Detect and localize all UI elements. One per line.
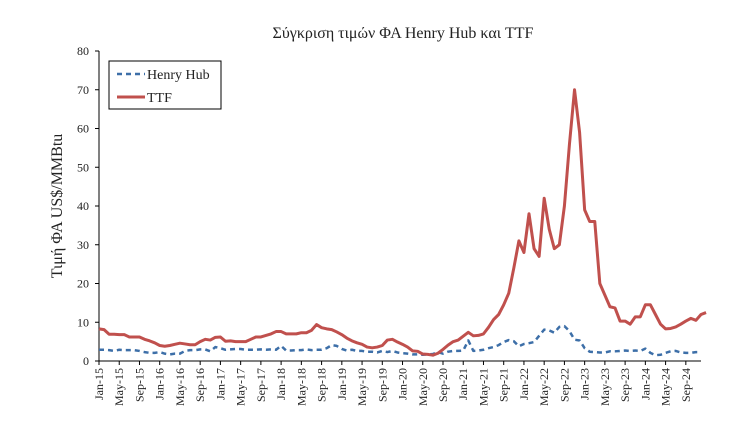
x-tick-label: Sep-15 xyxy=(132,368,146,402)
y-tick-label: 30 xyxy=(77,238,89,252)
series-line-henry-hub xyxy=(99,324,701,357)
x-tick-label: May-24 xyxy=(659,368,673,406)
y-tick-label: 80 xyxy=(77,44,89,58)
legend: Henry Hub TTF xyxy=(108,60,222,110)
legend-label-henry-hub: Henry Hub xyxy=(147,68,210,83)
y-tick-label: 60 xyxy=(77,122,89,136)
legend-label-ttf: TTF xyxy=(147,91,172,106)
x-tick-label: Sep-23 xyxy=(618,368,632,402)
x-tick-label: May-19 xyxy=(355,368,369,406)
x-tick-label: Jan-23 xyxy=(578,368,592,400)
x-tick-label: May-18 xyxy=(294,368,308,406)
y-tick-label: 40 xyxy=(77,199,89,213)
y-tick-label: 10 xyxy=(77,315,89,329)
x-tick-label: Sep-22 xyxy=(557,368,571,402)
x-tick-label: May-17 xyxy=(234,368,248,406)
x-tick-label: Jan-18 xyxy=(274,368,288,400)
y-axis-ticks: 0 10 20 30 40 50 60 70 80 xyxy=(77,44,99,368)
series-line-ttf xyxy=(98,88,707,357)
chart-title: Σύγκριση τιμών ΦΑ Henry Hub και TTF xyxy=(273,25,534,42)
y-tick-label: 50 xyxy=(77,160,89,174)
series-layer xyxy=(98,88,707,357)
x-tick-label: Jan-21 xyxy=(456,368,470,400)
x-tick-label: Sep-21 xyxy=(497,368,511,402)
x-tick-label: Jan-16 xyxy=(153,368,167,400)
x-tick-label: May-22 xyxy=(537,368,551,406)
x-tick-label: Jan-20 xyxy=(396,368,410,400)
y-tick-label: 0 xyxy=(83,354,89,368)
x-tick-label: Jan-24 xyxy=(638,368,652,400)
axes xyxy=(98,51,701,362)
x-tick-label: May-16 xyxy=(173,368,187,406)
x-tick-label: May-20 xyxy=(416,368,430,406)
x-tick-label: Jan-19 xyxy=(335,368,349,400)
y-tick-label: 20 xyxy=(77,277,89,291)
x-tick-label: Sep-19 xyxy=(375,368,389,402)
x-tick-label: Jan-17 xyxy=(213,368,227,400)
x-tick-label: Sep-24 xyxy=(679,368,693,402)
x-tick-label: Sep-17 xyxy=(254,368,268,402)
x-tick-label: Sep-18 xyxy=(315,368,329,402)
x-tick-label: Sep-16 xyxy=(193,368,207,402)
x-tick-label: May-21 xyxy=(476,368,490,406)
x-tick-label: May-15 xyxy=(112,368,126,406)
x-tick-label: Jan-15 xyxy=(92,368,106,400)
legend-box xyxy=(108,60,222,110)
x-tick-label: Jan-22 xyxy=(517,368,531,400)
x-tick-label: May-23 xyxy=(598,368,612,406)
x-axis-ticks: Jan-15 May-15 Sep-15 Jan-16 May-16 Sep-16 Jan-… xyxy=(92,361,693,406)
x-tick-label: Sep-20 xyxy=(436,368,450,402)
y-axis-title: Τιμή ΦΑ US$/MMBtu xyxy=(49,134,66,279)
y-tick-label: 70 xyxy=(77,83,89,97)
